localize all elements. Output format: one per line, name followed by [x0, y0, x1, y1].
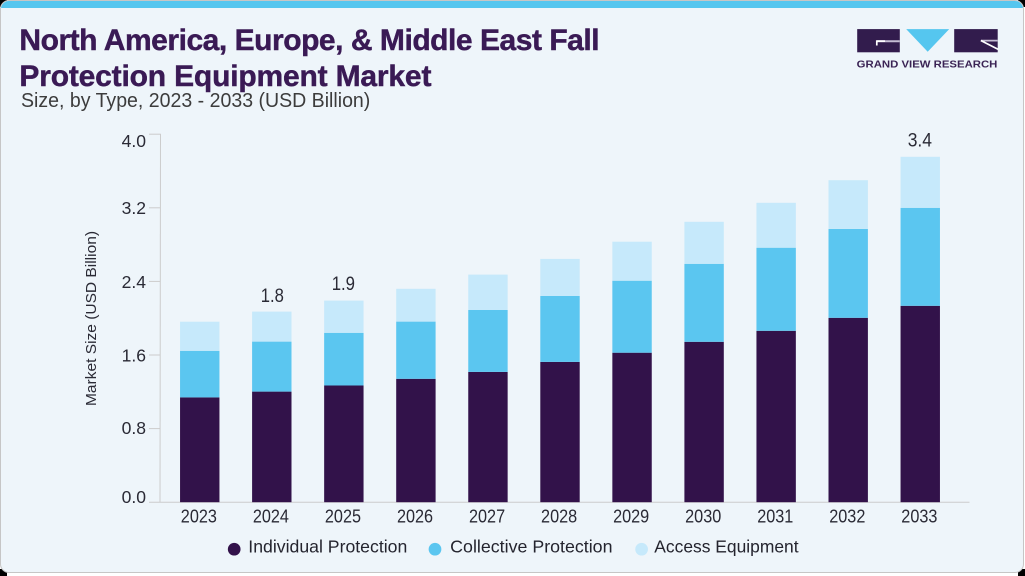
- svg-text:2023: 2023: [181, 505, 217, 526]
- svg-text:2027: 2027: [469, 505, 505, 526]
- svg-text:2025: 2025: [325, 505, 361, 526]
- svg-text:2024: 2024: [253, 505, 289, 526]
- svg-text:2032: 2032: [829, 505, 865, 526]
- svg-text:2033: 2033: [901, 505, 937, 526]
- svg-text:1.9: 1.9: [332, 274, 355, 295]
- svg-text:Market Size (USD Billion): Market Size (USD Billion): [83, 231, 100, 406]
- svg-text:2029: 2029: [613, 505, 649, 526]
- svg-text:Collective Protection: Collective Protection: [450, 537, 612, 557]
- svg-text:Individual Protection: Individual Protection: [248, 537, 407, 557]
- svg-text:2.4: 2.4: [122, 272, 147, 292]
- svg-text:Access Equipment: Access Equipment: [654, 537, 798, 557]
- svg-text:2026: 2026: [397, 505, 433, 526]
- svg-text:2030: 2030: [685, 505, 721, 526]
- svg-text:0.0: 0.0: [122, 487, 147, 507]
- svg-text:2031: 2031: [757, 505, 793, 526]
- svg-text:4.0: 4.0: [122, 131, 147, 151]
- svg-text:3.4: 3.4: [908, 131, 933, 152]
- svg-text:2028: 2028: [541, 505, 577, 526]
- svg-text:0.8: 0.8: [122, 418, 147, 438]
- svg-text:GRAND VIEW RESEARCH: GRAND VIEW RESEARCH: [857, 59, 998, 70]
- svg-text:3.2: 3.2: [122, 198, 146, 218]
- svg-text:1.8: 1.8: [261, 286, 284, 307]
- svg-text:1.6: 1.6: [122, 346, 147, 366]
